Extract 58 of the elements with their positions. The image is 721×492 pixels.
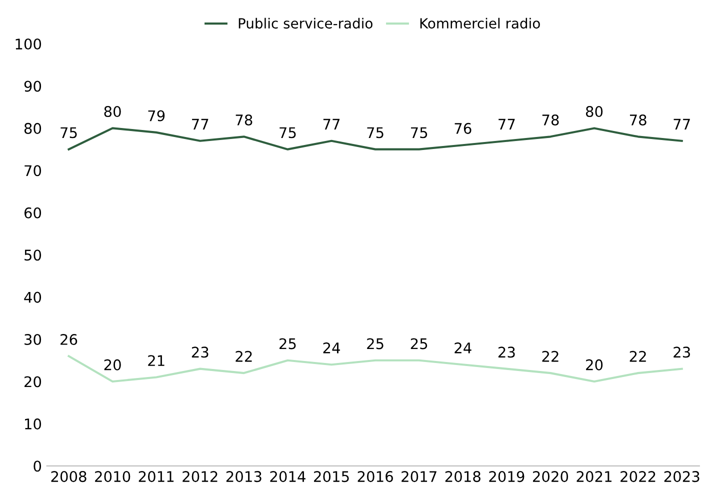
data-label: 22 — [542, 350, 558, 362]
data-label: 77 — [498, 118, 515, 130]
y-tick-label: 20 — [24, 376, 42, 388]
legend-label: Public service-radio — [238, 18, 372, 29]
x-tick-label: 2016 — [358, 471, 393, 482]
y-tick-label: 70 — [24, 165, 42, 176]
data-label: 23 — [192, 346, 208, 358]
data-label: 75 — [367, 127, 384, 138]
y-tick-label: 100 — [16, 38, 42, 50]
data-label: 75 — [280, 127, 296, 138]
data-label: 23 — [674, 346, 690, 358]
data-label: 23 — [498, 346, 515, 358]
data-label: 24 — [323, 342, 340, 354]
y-tick-label: 10 — [25, 418, 42, 430]
data-label: 79 — [148, 110, 165, 122]
x-tick-label: 2014 — [270, 471, 306, 482]
x-tick-label: 2020 — [532, 471, 568, 482]
data-label: 20 — [104, 359, 121, 370]
legend-label: Kommerciel radio — [420, 18, 540, 29]
data-label: 20 — [586, 359, 603, 370]
data-label: 78 — [236, 114, 252, 126]
x-tick-label: 2015 — [314, 471, 349, 482]
data-label: 21 — [148, 355, 164, 366]
y-tick-label: 40 — [24, 292, 42, 303]
data-label: 77 — [192, 118, 208, 130]
y-tick-label: 60 — [24, 207, 42, 218]
x-tick-label: 2023 — [664, 471, 700, 482]
data-label: 76 — [454, 122, 472, 134]
y-tick-label: 50 — [24, 250, 42, 261]
x-tick-label: 2019 — [489, 471, 524, 482]
data-label: 26 — [60, 334, 78, 346]
data-label: 25 — [280, 338, 296, 350]
data-label: 78 — [630, 114, 646, 126]
data-label: 77 — [674, 118, 690, 130]
y-tick-label: 30 — [24, 334, 42, 346]
data-label: 22 — [236, 350, 252, 362]
data-label: 77 — [323, 118, 340, 130]
x-tick-label: 2017 — [402, 471, 436, 482]
data-label: 78 — [542, 114, 559, 126]
y-tick-label: 80 — [24, 122, 42, 134]
y-tick-label: 90 — [24, 80, 42, 92]
x-tick-label: 2013 — [226, 471, 262, 482]
data-label: 25 — [410, 338, 428, 350]
x-tick-label: 2011 — [138, 471, 174, 482]
x-tick-label: 2010 — [95, 471, 130, 482]
data-label: 80 — [586, 106, 603, 118]
data-label: 75 — [411, 127, 428, 138]
data-label: 80 — [104, 106, 121, 118]
x-tick-label: 2008 — [51, 471, 86, 482]
y-tick-label: 0 — [34, 460, 42, 472]
data-label: 24 — [454, 342, 472, 354]
x-tick-label: 2012 — [182, 471, 218, 482]
x-tick-label: 2021 — [576, 471, 612, 482]
x-tick-label: 2022 — [620, 471, 656, 482]
data-label: 25 — [367, 338, 384, 350]
data-label: 75 — [60, 127, 77, 138]
x-tick-label: 2018 — [445, 471, 480, 482]
data-label: 22 — [630, 350, 646, 362]
